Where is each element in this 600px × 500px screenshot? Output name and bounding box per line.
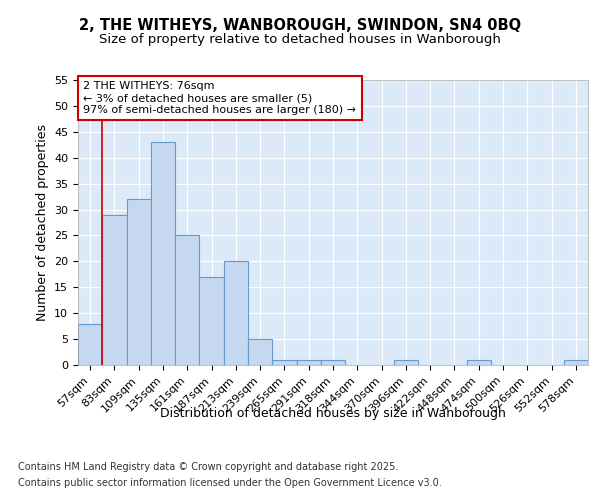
Text: Contains public sector information licensed under the Open Government Licence v3: Contains public sector information licen… (18, 478, 442, 488)
Bar (199, 277, 224, 365)
Text: 2 THE WITHEYS: 76sqm
← 3% of detached houses are smaller (5)
97% of semi-detache: 2 THE WITHEYS: 76sqm ← 3% of detached ho… (83, 82, 356, 114)
Bar (151, 142, 175, 365)
Bar (321, 360, 345, 365)
Bar (102, 214, 127, 365)
Y-axis label: Number of detached properties: Number of detached properties (35, 124, 49, 321)
Text: 2, THE WITHEYS, WANBOROUGH, SWINDON, SN4 0BQ: 2, THE WITHEYS, WANBOROUGH, SWINDON, SN4… (79, 18, 521, 32)
Text: Distribution of detached houses by size in Wanborough: Distribution of detached houses by size … (160, 408, 506, 420)
Bar (127, 199, 151, 365)
Bar (248, 339, 272, 365)
Bar (224, 262, 248, 365)
Bar (564, 360, 588, 365)
Bar (272, 360, 296, 365)
Bar (78, 324, 102, 365)
Bar (467, 360, 491, 365)
Bar (296, 360, 321, 365)
Bar (175, 236, 199, 365)
Bar (394, 360, 418, 365)
Text: Contains HM Land Registry data © Crown copyright and database right 2025.: Contains HM Land Registry data © Crown c… (18, 462, 398, 472)
Text: Size of property relative to detached houses in Wanborough: Size of property relative to detached ho… (99, 32, 501, 46)
